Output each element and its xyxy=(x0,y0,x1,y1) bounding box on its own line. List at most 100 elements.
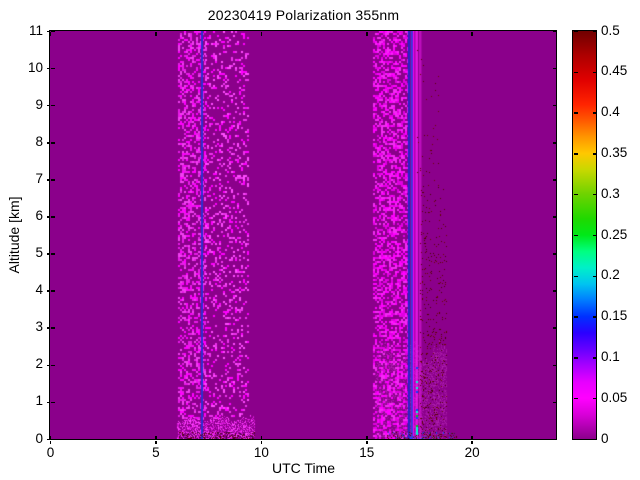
x-tick-mark xyxy=(155,435,157,440)
y-tick-mark xyxy=(552,104,557,107)
colorbar-tick-label: 0.45 xyxy=(601,63,628,79)
colorbar-tick-label: 0.2 xyxy=(601,267,620,283)
y-tick-mark xyxy=(50,253,55,255)
colorbar-tick-label: 0.1 xyxy=(601,348,620,364)
y-tick-mark xyxy=(552,438,557,441)
colorbar-tick-mark xyxy=(592,71,597,74)
y-tick-mark xyxy=(552,253,557,255)
colorbar-tick-mark xyxy=(573,357,578,359)
y-tick-mark xyxy=(50,104,55,107)
y-tick-label: 0 xyxy=(35,430,43,446)
x-tick-label: 0 xyxy=(46,445,55,460)
y-tick-mark xyxy=(50,30,55,33)
y-tick-mark xyxy=(50,290,55,292)
x-tick-label: 15 xyxy=(359,445,375,460)
colorbar-tick-mark xyxy=(573,275,578,278)
colorbar-gradient xyxy=(573,31,596,439)
colorbar-tick-mark xyxy=(592,316,597,318)
y-tick-mark xyxy=(552,290,557,292)
y-tick-stub xyxy=(46,438,49,441)
colorbar-tick-label: 0.35 xyxy=(601,144,628,160)
x-tick-stub xyxy=(260,441,263,444)
colorbar-tick-label: 0.4 xyxy=(601,104,620,120)
y-tick-label: 11 xyxy=(28,22,43,38)
y-tick-mark xyxy=(552,30,557,33)
colorbar-tick-mark xyxy=(592,397,597,400)
y-tick-mark xyxy=(552,401,557,404)
colorbar-tick-mark xyxy=(573,193,578,196)
x-tick-stub xyxy=(471,441,473,444)
y-tick-label: 6 xyxy=(35,207,43,223)
x-tick-mark xyxy=(471,435,473,440)
y-tick-label: 3 xyxy=(35,319,43,335)
y-tick-label: 9 xyxy=(35,96,43,112)
y-tick-mark xyxy=(552,327,557,329)
colorbar-tick-mark xyxy=(592,30,597,33)
colorbar-tick-mark xyxy=(592,234,597,237)
y-tick-mark xyxy=(552,216,557,218)
y-tick-mark xyxy=(50,438,55,441)
colorbar-tick-mark xyxy=(592,112,597,114)
colorbar-tick-label: 0.5 xyxy=(601,22,620,38)
y-tick-label: 7 xyxy=(35,170,43,186)
y-tick-mark xyxy=(50,142,55,144)
x-tick-label: 10 xyxy=(253,445,269,460)
colorbar-tick-mark xyxy=(573,397,578,400)
plot-area xyxy=(49,30,557,440)
colorbar-tick-label: 0.3 xyxy=(601,185,620,201)
y-tick-label: 4 xyxy=(35,282,43,298)
colorbar-tick-label: 0.05 xyxy=(601,389,628,405)
y-tick-stub xyxy=(46,142,49,144)
colorbar-tick-mark xyxy=(573,112,578,114)
x-tick-mark xyxy=(49,435,52,440)
y-tick-label: 5 xyxy=(35,245,43,261)
y-tick-mark xyxy=(50,67,55,70)
y-tick-label: 2 xyxy=(35,356,43,372)
y-tick-stub xyxy=(46,67,49,70)
x-tick-mark xyxy=(366,435,368,440)
y-tick-mark xyxy=(50,401,55,404)
y-tick-stub xyxy=(46,104,49,107)
y-axis-label: Altitude [km] xyxy=(6,196,22,274)
x-tick-stub xyxy=(366,441,368,444)
x-tick-stub xyxy=(155,441,157,444)
colorbar-tick-label: 0.25 xyxy=(601,226,628,242)
colorbar-tick-mark xyxy=(573,438,578,441)
colorbar-tick-mark xyxy=(573,316,578,318)
colorbar xyxy=(572,30,597,440)
colorbar-tick-mark xyxy=(592,357,597,359)
x-tick-mark xyxy=(49,31,52,36)
x-tick-mark xyxy=(366,31,368,36)
colorbar-tick-label: 0.15 xyxy=(601,308,628,324)
y-tick-label: 10 xyxy=(27,59,43,75)
x-tick-mark xyxy=(155,31,157,36)
y-tick-stub xyxy=(46,290,49,292)
y-tick-mark xyxy=(552,179,557,181)
colorbar-tick-mark xyxy=(573,153,578,155)
x-tick-mark xyxy=(260,435,263,440)
y-tick-mark xyxy=(50,216,55,218)
y-tick-stub xyxy=(46,179,49,181)
x-tick-label: 5 xyxy=(152,445,160,460)
y-tick-stub xyxy=(46,364,49,367)
y-tick-label: 8 xyxy=(35,133,43,149)
x-tick-stub xyxy=(49,441,52,444)
x-axis-label: UTC Time xyxy=(272,460,335,476)
y-tick-mark xyxy=(552,67,557,70)
y-tick-mark xyxy=(552,364,557,367)
x-tick-label: 20 xyxy=(464,445,480,460)
y-tick-stub xyxy=(46,327,49,329)
y-tick-mark xyxy=(50,327,55,329)
y-tick-stub xyxy=(46,216,49,218)
colorbar-tick-mark xyxy=(573,234,578,237)
colorbar-tick-mark xyxy=(592,275,597,278)
x-tick-mark xyxy=(471,31,473,36)
y-tick-stub xyxy=(46,30,49,33)
y-tick-stub xyxy=(46,401,49,404)
y-tick-label: 1 xyxy=(35,393,43,409)
colorbar-tick-label: 0 xyxy=(601,430,609,446)
colorbar-tick-mark xyxy=(592,438,597,441)
y-tick-mark xyxy=(552,142,557,144)
colorbar-tick-mark xyxy=(592,193,597,196)
